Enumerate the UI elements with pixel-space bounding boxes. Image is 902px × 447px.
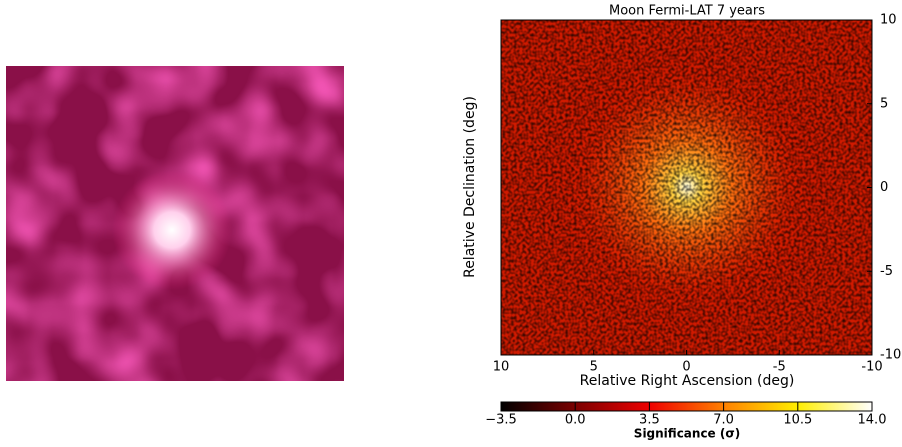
y-axis-label: Relative Declination (deg) (462, 96, 478, 278)
colorbar (500, 401, 873, 412)
x-tick-label: 5 (590, 360, 598, 375)
x-axis-label: Relative Right Ascension (deg) (580, 373, 795, 389)
x-tick-label: 0 (682, 360, 690, 375)
x-tick-label: 10 (493, 360, 510, 375)
y-tick-label: -10 (880, 348, 901, 363)
colorbar-tick-label: 7.0 (713, 413, 734, 428)
y-tick-label: -5 (880, 264, 893, 279)
y-tick-label: 5 (880, 96, 888, 111)
chart-title: Moon Fermi-LAT 7 years (609, 4, 765, 19)
colorbar-label: Significance (σ) (634, 427, 740, 441)
colorbar-tick-label: −3.5 (485, 413, 517, 428)
colorbar-tick-label: 14.0 (858, 413, 887, 428)
x-tick-label: -10 (861, 360, 882, 375)
colorbar-tick-label: 3.5 (639, 413, 660, 428)
y-tick-label: 10 (880, 13, 897, 28)
colorbar-tick-label: 10.5 (783, 413, 812, 428)
colorbar-tick-label: 0.0 (565, 413, 586, 428)
left-image (6, 66, 344, 381)
heatmap-image (500, 19, 873, 356)
y-tick-label: 0 (880, 180, 888, 195)
x-tick-label: -5 (773, 360, 786, 375)
